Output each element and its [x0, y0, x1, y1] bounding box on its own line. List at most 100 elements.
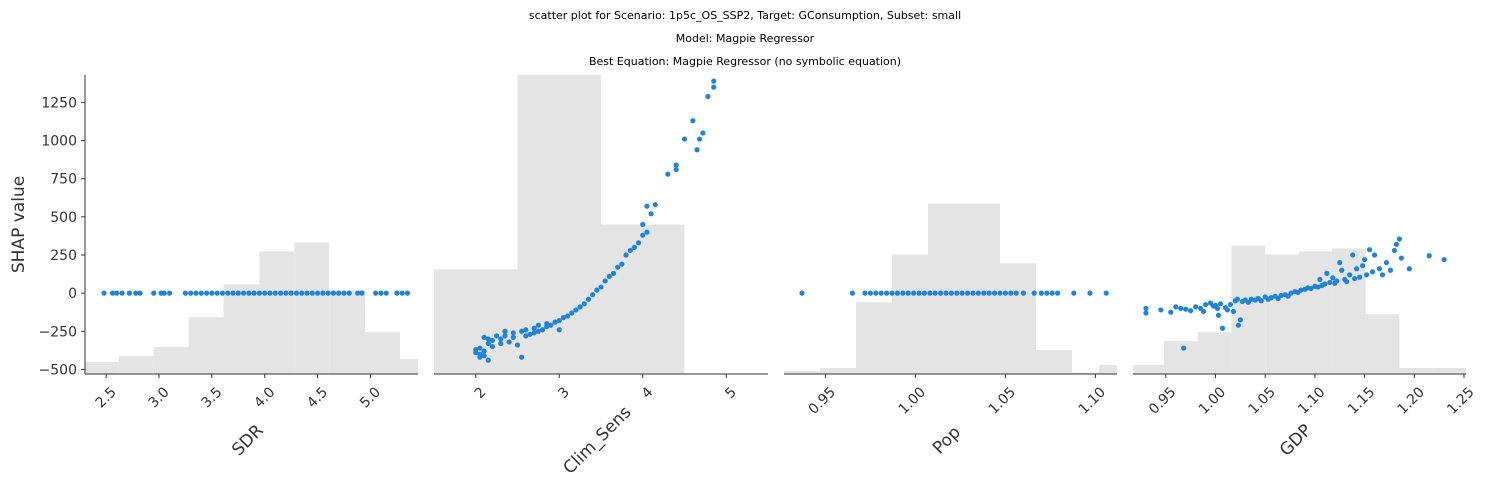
scatter-point	[976, 291, 981, 296]
scatter-point	[310, 291, 315, 296]
scatter-point	[532, 326, 537, 331]
scatter-point	[162, 291, 167, 296]
scatter-point	[992, 291, 997, 296]
scatter-point	[873, 291, 878, 296]
histogram-bar	[259, 251, 294, 374]
scatter-point	[502, 329, 507, 334]
scatter-point	[283, 291, 288, 296]
scatter-point	[341, 291, 346, 296]
scatter-point	[565, 313, 570, 318]
scatter-point	[598, 284, 603, 289]
scatter-point	[209, 291, 214, 296]
x-tick-label: 3	[555, 384, 573, 402]
scatter-point	[578, 304, 583, 309]
scatter-point	[1384, 260, 1389, 265]
x-tick-label: 2	[472, 384, 490, 402]
scatter-point	[273, 291, 278, 296]
scatter-point	[331, 291, 336, 296]
scatter-point	[1050, 291, 1055, 296]
scatter-point	[889, 291, 894, 296]
scatter-point	[933, 291, 938, 296]
scatter-point	[700, 130, 705, 135]
scatter-point	[137, 291, 142, 296]
scatter-point	[1071, 291, 1076, 296]
scatter-point	[862, 291, 867, 296]
histogram-bar	[154, 347, 189, 374]
scatter-point	[1032, 291, 1037, 296]
scatter-point	[594, 287, 599, 292]
x-tick-label: 5	[722, 384, 740, 402]
scatter-point	[511, 330, 516, 335]
scatter-point	[1372, 252, 1377, 257]
scatter-point	[949, 291, 954, 296]
scatter-point	[1367, 247, 1372, 252]
scatter-point	[127, 291, 132, 296]
scatter-point	[151, 291, 156, 296]
scatter-point	[1388, 268, 1393, 273]
scatter-point	[799, 291, 804, 296]
y-tick-label: −500	[39, 362, 77, 378]
scatter-point	[1201, 309, 1206, 314]
scatter-point	[215, 291, 220, 296]
scatter-point	[502, 333, 507, 338]
scatter-point	[225, 291, 230, 296]
x-tick-label: 4.0	[251, 384, 278, 411]
scatter-point	[697, 136, 702, 141]
scatter-point	[1003, 291, 1008, 296]
scatter-point	[1442, 257, 1447, 262]
scatter-point	[884, 291, 889, 296]
scatter-point	[119, 291, 124, 296]
scatter-point	[1362, 257, 1367, 262]
histogram-bar	[1366, 314, 1400, 374]
scatter-point	[970, 291, 975, 296]
y-axis-label: SHAP value	[9, 176, 29, 273]
scatter-point	[405, 291, 410, 296]
scatter-point	[705, 94, 710, 99]
scatter-point	[649, 211, 654, 216]
scatter-point	[922, 291, 927, 296]
scatter-point	[1055, 291, 1060, 296]
scatter-point	[1231, 309, 1236, 314]
scatter-point	[515, 342, 520, 347]
scatter-point	[1181, 345, 1186, 350]
y-tick-label: 750	[50, 172, 77, 188]
scatter-point	[199, 291, 204, 296]
x-tick-label: 3.0	[146, 384, 173, 411]
scatter-point	[1225, 307, 1230, 312]
scatter-point	[183, 291, 188, 296]
x-tick-label: 1.15	[1345, 384, 1378, 417]
scatter-point	[640, 222, 645, 227]
scatter-point	[519, 355, 524, 360]
y-tick-label: 0	[68, 286, 77, 302]
histogram-bar	[1036, 350, 1072, 374]
scatter-point	[1183, 307, 1188, 312]
scatter-point	[289, 291, 294, 296]
x-axis-label: Pop	[929, 422, 965, 458]
scatter-point	[938, 291, 943, 296]
histogram-bar	[1432, 368, 1466, 374]
scatter-point	[1235, 297, 1240, 302]
histogram-bar	[85, 362, 119, 374]
scatter-point	[911, 291, 916, 296]
scatter-point	[711, 79, 716, 84]
scatter-point	[220, 291, 225, 296]
scatter-point	[1220, 326, 1225, 331]
scatter-point	[615, 265, 620, 270]
scatter-point	[868, 291, 873, 296]
scatter-point	[241, 291, 246, 296]
scatter-point	[548, 323, 553, 328]
scatter-point	[674, 167, 679, 172]
scatter-point	[694, 147, 699, 152]
scatter-point	[1178, 306, 1183, 311]
scatter-point	[384, 291, 389, 296]
scatter-point	[644, 230, 649, 235]
scatter-point	[711, 85, 716, 90]
scatter-point	[653, 202, 658, 207]
scatter-point	[1236, 323, 1241, 328]
histogram-bar	[820, 368, 856, 374]
histogram-bar	[1399, 368, 1432, 374]
scatter-point	[320, 291, 325, 296]
histogram-bar	[856, 302, 892, 374]
scatter-point	[304, 291, 309, 296]
scatter-point	[1216, 313, 1221, 318]
